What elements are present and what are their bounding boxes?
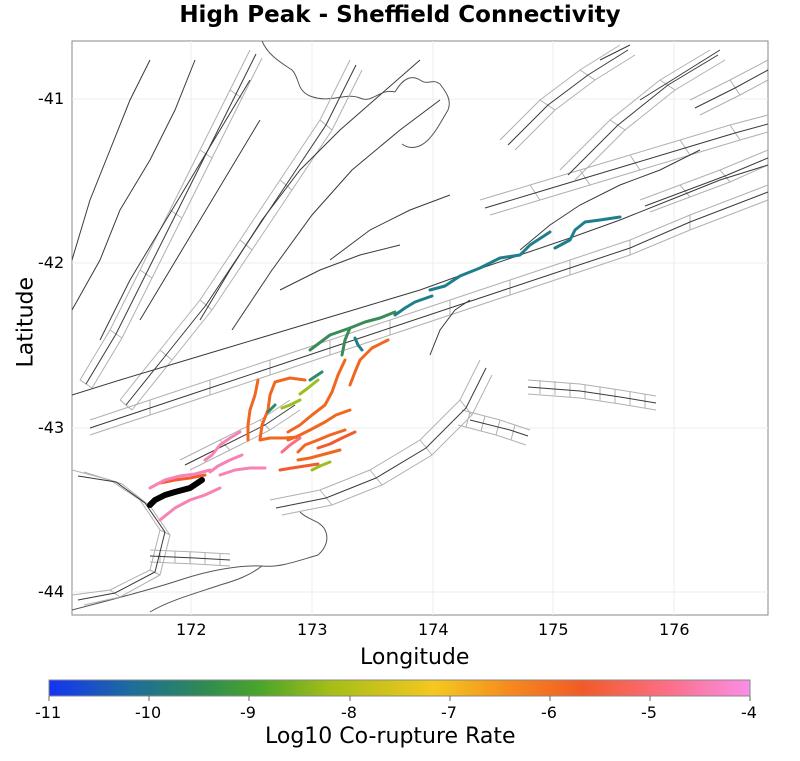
plot-area xyxy=(71,40,769,616)
cbar-tick-8: -8 xyxy=(341,703,357,722)
x-tick-175: 175 xyxy=(538,620,569,639)
grid xyxy=(72,41,768,615)
cbar-tick-6: -6 xyxy=(541,703,557,722)
coastline xyxy=(72,41,450,613)
x-tick-172: 172 xyxy=(176,620,207,639)
x-axis-title: Longitude xyxy=(360,645,470,670)
fault-traces xyxy=(72,44,768,601)
cbar-tick-11: -11 xyxy=(35,703,62,722)
source-rupture xyxy=(147,477,205,508)
y-axis-title: Latitude xyxy=(13,276,39,368)
cbar-tick-5: -5 xyxy=(641,703,657,722)
cbar-tick-9: -9 xyxy=(240,703,256,722)
rupture-segments xyxy=(147,215,622,522)
x-tick-176: 176 xyxy=(659,620,690,639)
colorbar-ticks xyxy=(48,696,751,701)
cbar-tick-4: -4 xyxy=(741,703,757,722)
y-tick-44: -44 xyxy=(38,582,65,601)
y-tick-41: -41 xyxy=(38,89,65,108)
cbar-tick-7: -7 xyxy=(441,703,457,722)
y-tick-43: -43 xyxy=(38,418,65,437)
x-tick-174: 174 xyxy=(418,620,449,639)
cbar-tick-10: -10 xyxy=(135,703,162,722)
colorbar-title: Log10 Co-rupture Rate xyxy=(265,724,516,749)
colorbar xyxy=(48,679,751,697)
chart-title: High Peak - Sheffield Connectivity xyxy=(179,2,621,28)
y-tick-42: -42 xyxy=(38,253,65,272)
x-tick-173: 173 xyxy=(297,620,328,639)
